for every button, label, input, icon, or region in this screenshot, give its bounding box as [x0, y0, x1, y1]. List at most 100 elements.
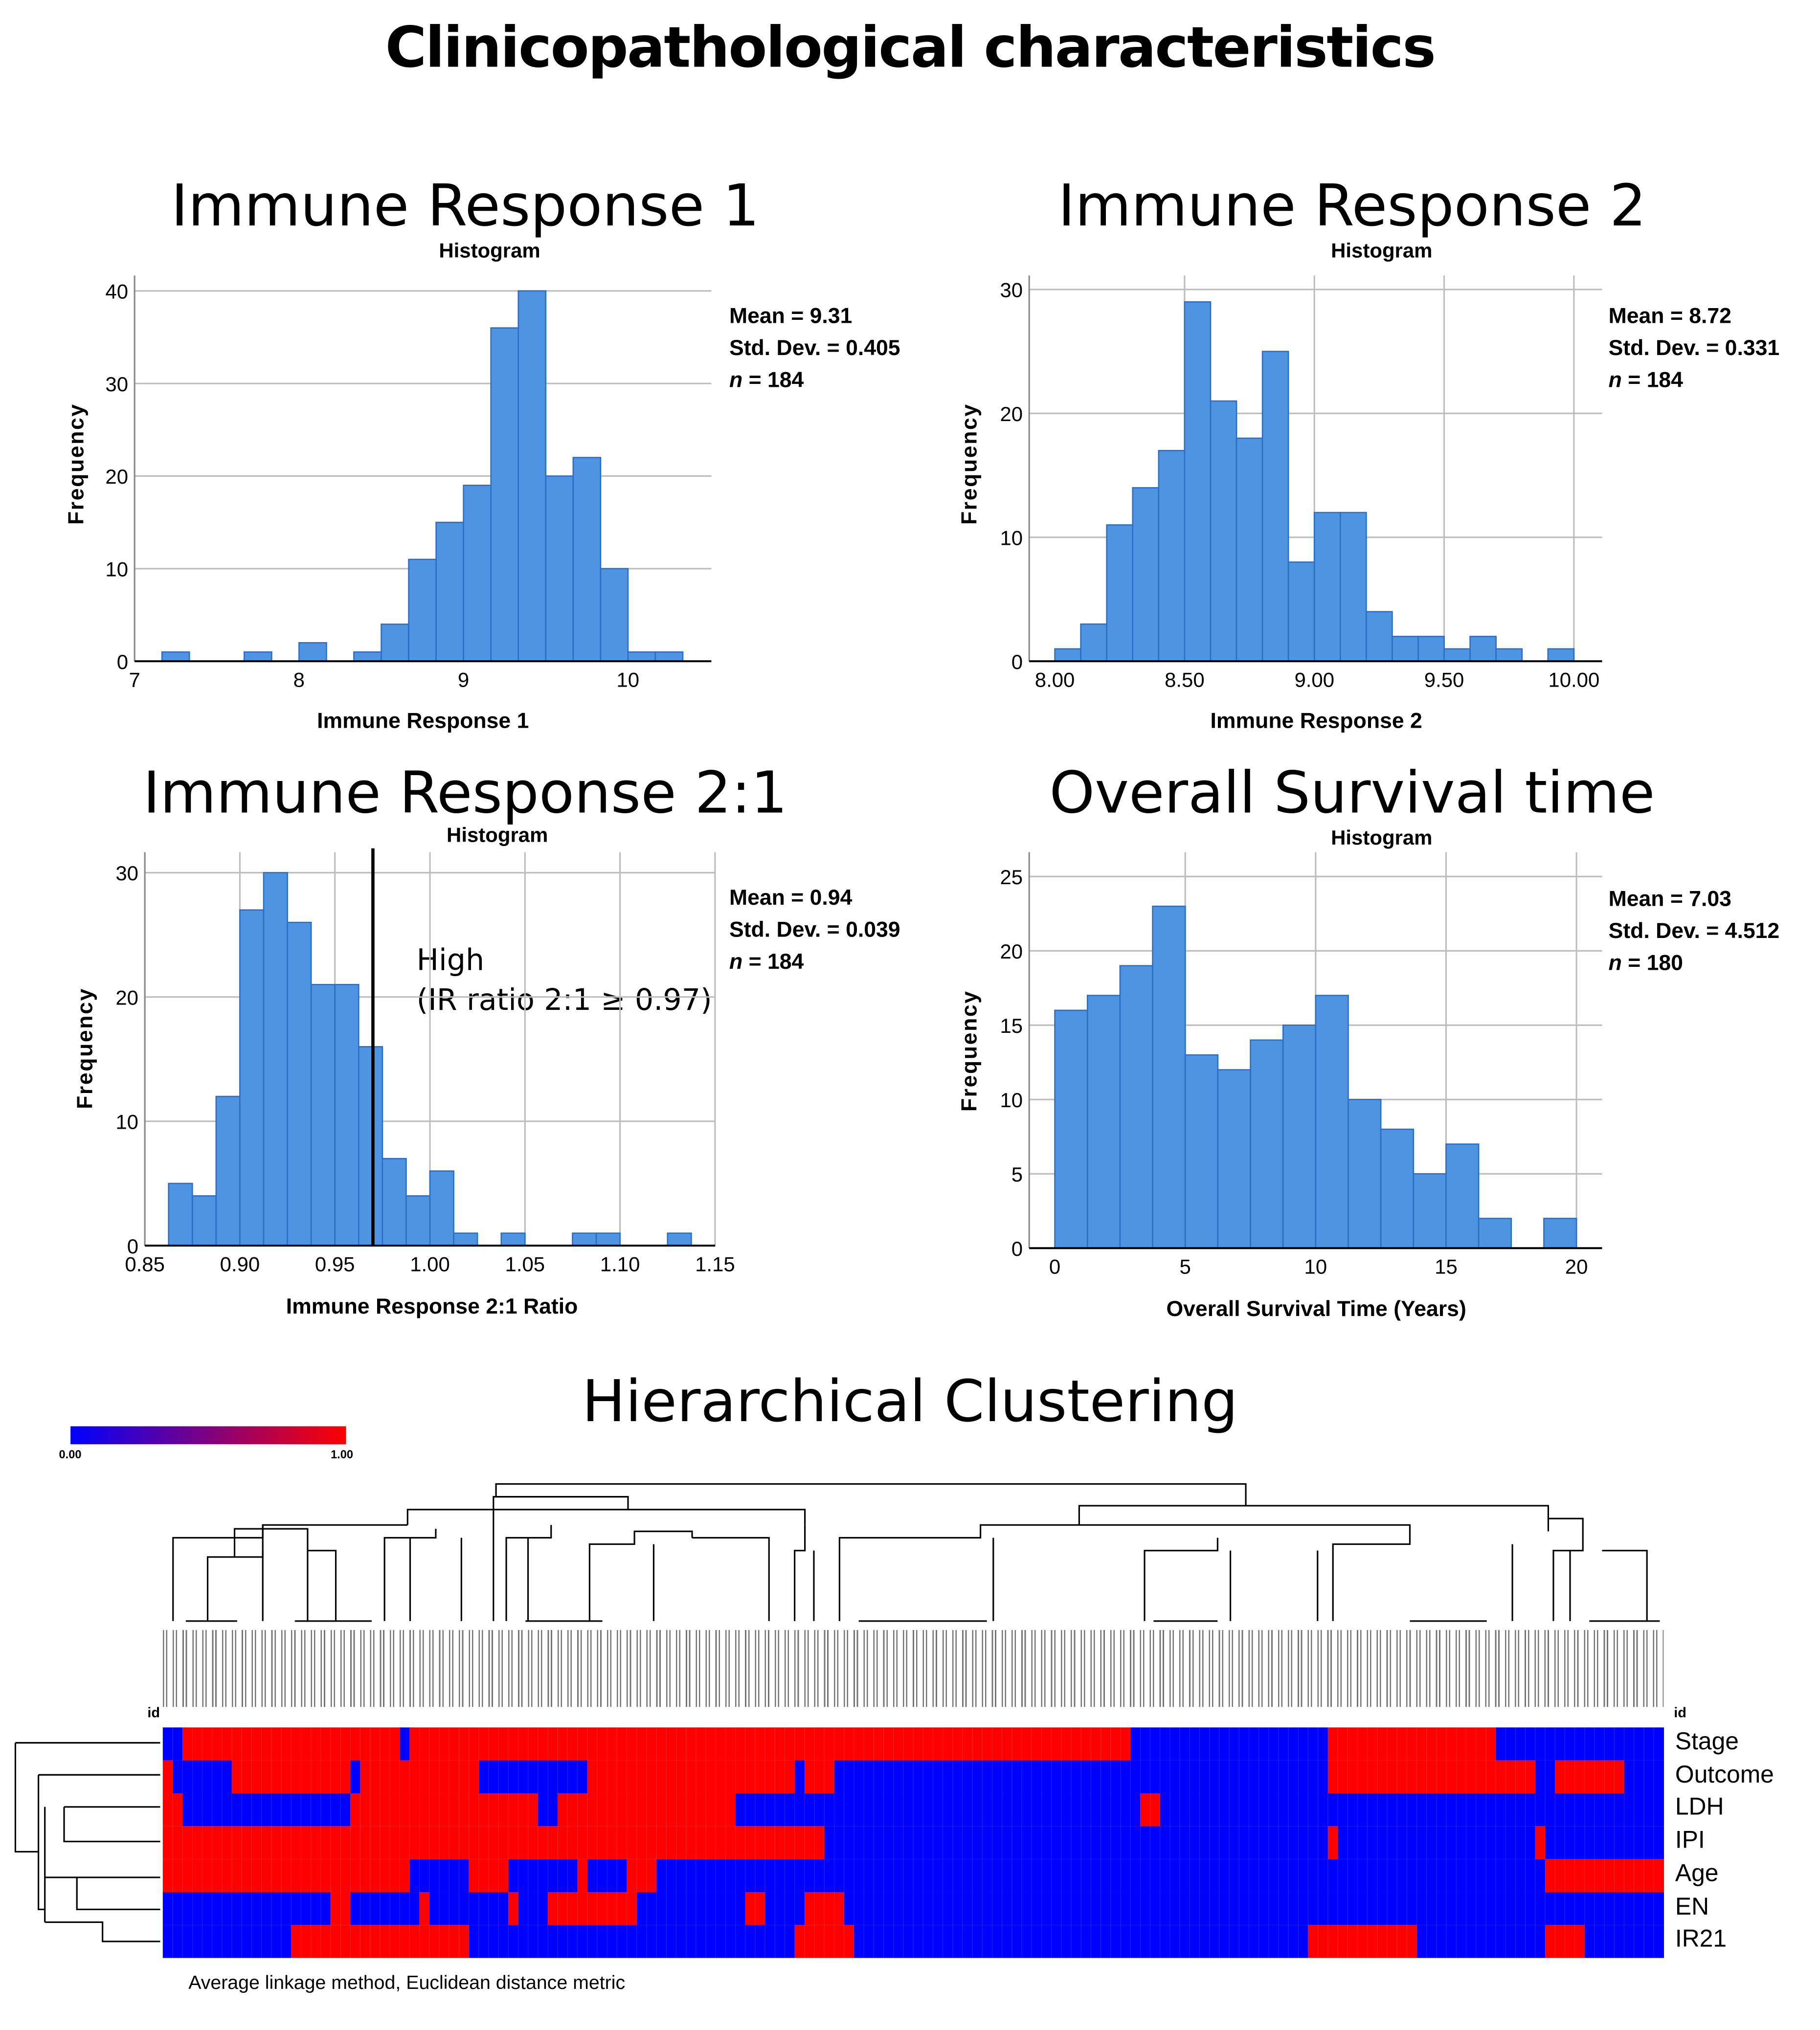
heatmap-cell-run — [587, 1859, 628, 1893]
y-tick-label: 0 — [117, 650, 128, 673]
histogram-bar — [381, 624, 409, 662]
mean-stat: Mean = 8.72 — [1608, 304, 1731, 328]
y-tick-label: 40 — [105, 280, 128, 303]
heatmap-cell-run — [162, 1925, 292, 1958]
color-scale-min: 0.00 — [59, 1448, 82, 1461]
histogram-bar — [168, 1182, 193, 1247]
heatmap-cell-run — [419, 1892, 430, 1925]
y-tick-label: 15 — [1000, 1014, 1023, 1037]
heatmap-cell-run — [1338, 1826, 1536, 1859]
heatmap-cell-run — [182, 1727, 401, 1761]
heatmap-cell-run — [804, 1760, 835, 1793]
y-tick-label: 25 — [1000, 866, 1023, 889]
x-tick-label: 15 — [1435, 1255, 1458, 1278]
heatmap-row-label: Stage — [1675, 1728, 1739, 1756]
heatmap-row-label: IR21 — [1675, 1926, 1727, 1953]
heatmap-cell-run — [409, 1727, 1131, 1761]
histogram-bar — [1217, 1069, 1251, 1249]
x-tick-label: 10.00 — [1548, 669, 1599, 692]
chart-title: Histogram — [1331, 241, 1433, 263]
histogram-bar — [1543, 1218, 1577, 1249]
heatmap-cell-run — [538, 1793, 559, 1827]
y-tick-label: 20 — [105, 465, 128, 488]
histogram-3: 0 5 10 15 20 25 0 5 10 15 20 — [1000, 852, 1602, 1278]
histogram-bar — [1413, 1173, 1447, 1249]
histogram-bar — [1184, 301, 1212, 662]
threshold-annotation: High (IR ratio 2:1 ≥ 0.97) — [416, 944, 712, 1018]
x-axis-label: Overall Survival Time (Years) — [1166, 1296, 1466, 1321]
top-dendrogram — [172, 1483, 1660, 1622]
heatmap-cell-run — [350, 1760, 361, 1793]
mean-stat: Mean = 9.31 — [729, 304, 853, 328]
x-tick-label: 8 — [293, 669, 305, 692]
histogram-bar — [1392, 636, 1419, 662]
mean-stat: Mean = 0.94 — [729, 885, 853, 910]
sample-id-labels — [162, 1630, 1664, 1707]
histogram-bar — [595, 1232, 621, 1247]
histogram-bar — [545, 475, 574, 662]
heatmap-row-label: Age — [1675, 1860, 1719, 1888]
heatmap-cell-run — [400, 1727, 410, 1761]
histogram-bar — [463, 485, 492, 662]
heatmap-cell-run — [1327, 1826, 1338, 1859]
heatmap-cell-run — [854, 1925, 1309, 1958]
heatmap-cell-run — [162, 1892, 331, 1925]
histogram-bar — [1282, 1025, 1317, 1249]
id-label-right: id — [1674, 1705, 1686, 1721]
heatmap-cell-run — [350, 1793, 539, 1827]
heatmap-cell-run — [1624, 1760, 1664, 1793]
heatmap-cell-run — [409, 1859, 470, 1893]
histogram-bar — [334, 983, 360, 1247]
heatmap-cell-run — [824, 1826, 1328, 1859]
heatmap-cell-run — [804, 1892, 845, 1925]
heatmap-cell-run — [735, 1793, 1141, 1827]
histogram-bar — [654, 651, 684, 662]
x-tick-label: 0.90 — [220, 1252, 260, 1275]
histogram-bar — [1210, 400, 1237, 662]
heatmap-cell-run — [745, 1892, 766, 1925]
histogram-bar — [1132, 487, 1160, 662]
histogram-bar — [1315, 995, 1349, 1249]
histogram-bar — [353, 651, 382, 662]
figure-title: Clinicopathological characteristics — [385, 15, 1436, 81]
heatmap-cell-run — [360, 1760, 479, 1793]
heatmap-cell-run — [587, 1760, 795, 1793]
histogram-bar — [517, 290, 547, 662]
heatmap-cell-run — [330, 1892, 351, 1925]
histogram-bar — [1313, 512, 1341, 662]
heatmap-cell-run — [1496, 1727, 1664, 1761]
histogram-bar — [405, 1195, 431, 1247]
footnote: Average linkage method, Euclidean distan… — [188, 1972, 626, 1994]
heatmap-cell-run — [508, 1892, 519, 1925]
heatmap-cell-run — [1130, 1727, 1328, 1761]
histogram-bar — [1495, 648, 1523, 662]
heatmap-cell-run — [291, 1925, 470, 1958]
heatmap-cell-run — [844, 1892, 1664, 1925]
histogram-bar — [1443, 648, 1471, 662]
heatmap-cell-run — [469, 1925, 795, 1958]
panel-title-ir21: Immune Response 2:1 — [143, 758, 788, 827]
stats-box: Mean = 0.94 Std. Dev. = 0.039 n = 184 — [729, 882, 900, 978]
row-dendrogram — [14, 1742, 160, 1942]
histogram-bar — [453, 1232, 478, 1247]
x-tick-label: 5 — [1180, 1255, 1191, 1278]
y-tick-label: 0 — [127, 1235, 138, 1258]
heatmap-cell-run — [794, 1760, 805, 1793]
heatmap-cell-run — [1308, 1925, 1417, 1958]
histogram-bar — [1086, 995, 1121, 1249]
histogram-bar — [572, 457, 602, 662]
heatmap-cell-run — [172, 1760, 232, 1793]
histogram-bar — [358, 1046, 383, 1247]
heatmap — [162, 1727, 1664, 1958]
histogram-bar — [1236, 437, 1263, 662]
histogram-bar — [1080, 623, 1108, 662]
x-tick-label: 20 — [1565, 1255, 1588, 1278]
heatmap-cell-run — [162, 1793, 183, 1827]
histogram-bar — [1158, 450, 1186, 662]
heatmap-cell-run — [636, 1892, 746, 1925]
histogram-bar — [1478, 1218, 1512, 1249]
x-tick-label: 1.00 — [410, 1252, 450, 1275]
heatmap-cell-run — [162, 1727, 183, 1761]
n-stat: n = 184 — [729, 368, 804, 392]
color-scale-max: 1.00 — [331, 1448, 354, 1461]
